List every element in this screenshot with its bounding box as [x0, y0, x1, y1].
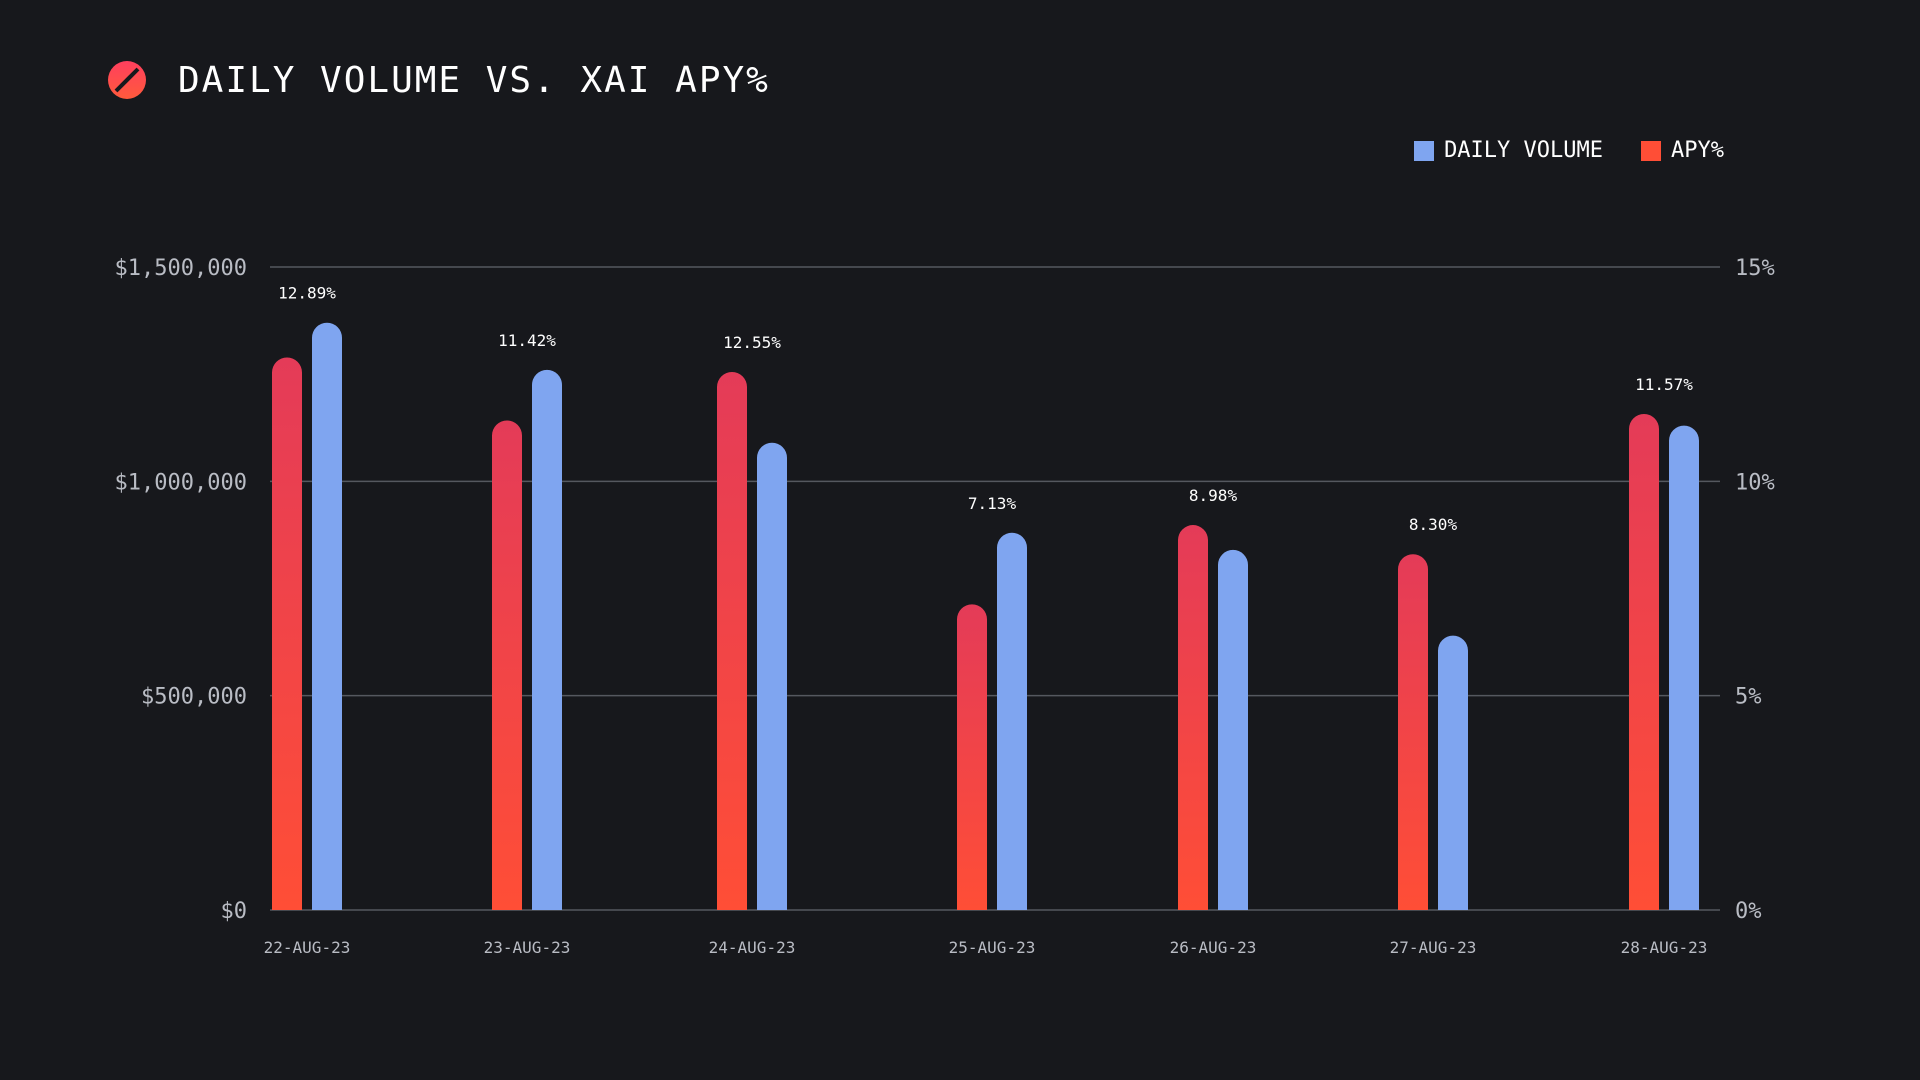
x-tick-label: 25-AUG-23: [949, 938, 1036, 957]
apy-bar: [492, 420, 522, 910]
x-tick-label: 22-AUG-23: [264, 938, 351, 957]
apy-data-label: 11.57%: [1635, 375, 1693, 394]
y-left-tick-label: $500,000: [141, 685, 247, 710]
daily-volume-bar: [312, 322, 342, 910]
apy-bar: [1178, 525, 1208, 910]
chart-header: DAILY VOLUME VS. XAI APY%: [106, 58, 770, 102]
chart-legend: DAILY VOLUME APY%: [1414, 138, 1724, 163]
apy-bar: [272, 357, 302, 910]
daily-volume-bar: [757, 442, 787, 910]
apy-bar: [717, 372, 747, 910]
daily-volume-bar: [1669, 425, 1699, 910]
y-right-tick-label: 15%: [1735, 256, 1775, 281]
daily-volume-bar: [532, 369, 562, 911]
y-left-tick-label: $1,500,000: [115, 256, 247, 281]
y-right-tick-label: 5%: [1735, 685, 1762, 710]
apy-data-label: 8.98%: [1189, 486, 1238, 505]
daily-volume-bar: [997, 532, 1027, 910]
x-tick-label: 23-AUG-23: [484, 938, 571, 957]
legend-item-apy: APY%: [1641, 138, 1724, 163]
apy-data-label: 11.42%: [498, 331, 556, 350]
y-left-tick-label: $1,000,000: [115, 470, 247, 495]
x-tick-label: 26-AUG-23: [1170, 938, 1257, 957]
legend-label-daily-volume: DAILY VOLUME: [1444, 138, 1604, 163]
apy-data-label: 7.13%: [968, 494, 1017, 513]
daily-volume-bar: [1218, 549, 1248, 910]
apy-bar: [1629, 414, 1659, 910]
daily-volume-bar: [1438, 635, 1468, 910]
y-left-tick-label: $0: [221, 899, 248, 924]
y-right-tick-label: 0%: [1735, 899, 1762, 924]
chart-title: DAILY VOLUME VS. XAI APY%: [178, 59, 770, 101]
apy-data-label: 8.30%: [1409, 515, 1458, 534]
slashed-circle-logo-icon: [108, 61, 146, 99]
x-tick-label: 27-AUG-23: [1390, 938, 1477, 957]
apy-data-label: 12.55%: [723, 333, 781, 352]
legend-item-daily-volume: DAILY VOLUME: [1414, 138, 1603, 163]
x-tick-label: 28-AUG-23: [1621, 938, 1708, 957]
legend-swatch-apy: [1641, 140, 1662, 161]
apy-data-label: 12.89%: [278, 284, 336, 303]
apy-bar: [957, 604, 987, 910]
legend-swatch-daily-volume: [1414, 140, 1435, 161]
y-right-tick-label: 10%: [1735, 470, 1775, 495]
x-tick-label: 24-AUG-23: [709, 938, 796, 957]
apy-bar: [1398, 554, 1428, 910]
legend-label-apy: APY%: [1671, 138, 1724, 163]
